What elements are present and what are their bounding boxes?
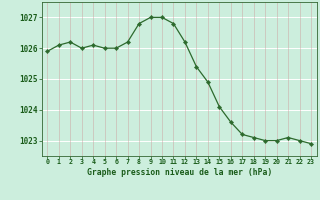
X-axis label: Graphe pression niveau de la mer (hPa): Graphe pression niveau de la mer (hPa) xyxy=(87,168,272,177)
